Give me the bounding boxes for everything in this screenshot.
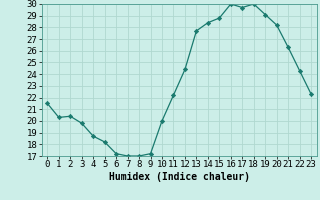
X-axis label: Humidex (Indice chaleur): Humidex (Indice chaleur) [109,172,250,182]
